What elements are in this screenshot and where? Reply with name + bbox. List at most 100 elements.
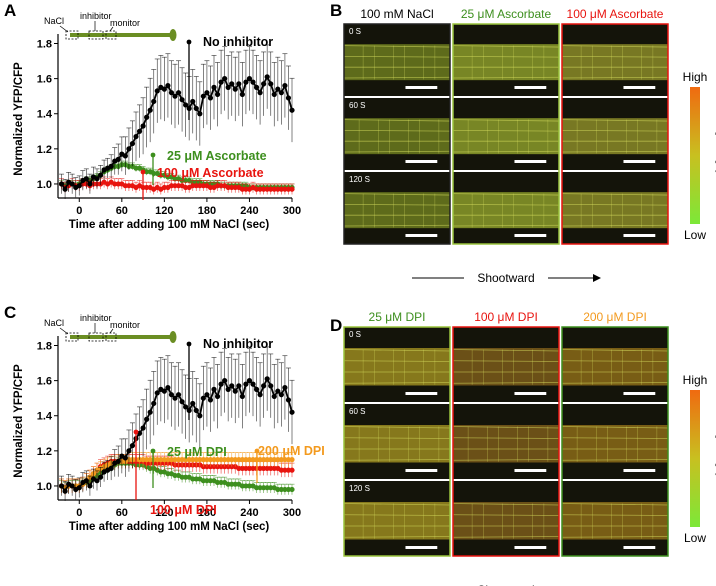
- annotation-label: 25 μM Ascorbate: [167, 149, 267, 163]
- cell-wall: [561, 193, 669, 196]
- x-axis-label: Time after adding 100 mM NaCl (sec): [69, 521, 270, 533]
- cell-wall: [343, 382, 451, 384]
- data-point: [87, 181, 93, 187]
- annotation: 200 μM DPI: [254, 444, 325, 483]
- root-tissue: [344, 348, 450, 386]
- x-tick-label: 0: [76, 205, 82, 217]
- schematic-label-nacl: NaCl: [44, 16, 64, 26]
- data-point: [147, 107, 153, 113]
- data-point: [246, 76, 253, 82]
- cell-wall: [343, 459, 451, 461]
- cell-wall: [452, 130, 560, 132]
- schematic-leader-monitor: [109, 328, 114, 334]
- cell-wall: [452, 536, 560, 538]
- root-tissue: [344, 44, 450, 81]
- data-point: [239, 91, 245, 98]
- cell-wall: [452, 459, 560, 461]
- data-point: [207, 397, 214, 403]
- root-tissue: [453, 44, 559, 81]
- data-point: [268, 81, 274, 87]
- column-frame: [561, 23, 669, 245]
- scale-low-label: Low: [684, 531, 706, 545]
- data-point: [225, 386, 231, 392]
- root-tip: [169, 331, 177, 343]
- data-point: [232, 388, 238, 394]
- data-point: [129, 140, 136, 147]
- scale-bar: [623, 392, 656, 395]
- data-point: [115, 156, 121, 162]
- schematic-label-inhibitor: inhibitor: [80, 313, 112, 323]
- image-column-3: [561, 23, 669, 245]
- data-point: [165, 385, 171, 391]
- scale-bar: [623, 546, 656, 549]
- annotation-marker: [254, 448, 260, 454]
- data-point: [250, 381, 256, 387]
- data-point: [289, 409, 295, 415]
- cell-wall: [452, 514, 560, 516]
- annotation: No inhibitor: [186, 35, 273, 120]
- cell-wall: [452, 437, 560, 439]
- time-stamp: 60 S: [349, 407, 365, 416]
- color-scale-bar: [690, 87, 700, 224]
- data-point: [154, 88, 160, 94]
- data-point: [289, 457, 295, 463]
- data-point: [214, 393, 221, 400]
- data-point: [58, 181, 65, 187]
- cell-wall: [452, 224, 560, 227]
- data-point: [207, 95, 214, 101]
- micrograph: [452, 24, 560, 96]
- cell-wall: [561, 503, 669, 506]
- series-no-inhibitor: [58, 346, 295, 502]
- data-point: [168, 392, 175, 398]
- x-tick-label: 180: [198, 205, 216, 217]
- y-tick-label: 1.2: [37, 144, 52, 156]
- cell-wall: [561, 224, 669, 227]
- y-tick-label: 1.2: [37, 446, 52, 458]
- schematic-box-1: [65, 30, 79, 40]
- data-point: [179, 399, 185, 405]
- data-point: [140, 123, 146, 129]
- schematic-leader-monitor: [109, 26, 114, 32]
- x-tick-label: 120: [155, 205, 173, 217]
- y-tick-label: 1.4: [37, 109, 53, 121]
- cell-wall: [343, 360, 451, 362]
- data-point: [58, 483, 65, 489]
- cell-wall: [452, 193, 560, 196]
- data-point: [197, 413, 203, 419]
- annotation: 25 μM DPI: [150, 445, 227, 488]
- data-point: [108, 163, 114, 169]
- column-header: 100 μM DPI: [474, 310, 538, 324]
- schematic-label-monitor: monitor: [110, 18, 140, 28]
- data-point: [165, 83, 171, 89]
- micrograph: [452, 172, 560, 244]
- cell-wall: [343, 514, 451, 516]
- annotation-marker: [186, 341, 192, 347]
- cell-wall: [343, 426, 451, 429]
- data-point: [253, 386, 260, 392]
- y-tick-label: 1.0: [37, 179, 52, 191]
- cell-wall: [343, 193, 451, 196]
- column-frame: [452, 326, 560, 557]
- annotation: 100 μM Ascorbate: [140, 166, 264, 200]
- root-tissue: [562, 348, 668, 386]
- data-point: [108, 465, 114, 471]
- column-frame: [452, 23, 560, 245]
- data-point: [183, 404, 189, 410]
- micrograph: [561, 24, 669, 96]
- x-axis-label: Time after adding 100 mM NaCl (sec): [69, 219, 270, 231]
- annotation-label: 25 μM DPI: [167, 445, 227, 459]
- data-point: [222, 378, 228, 384]
- scale-bar: [514, 234, 547, 237]
- data-point: [278, 90, 284, 96]
- data-point: [264, 74, 270, 80]
- data-point: [126, 146, 132, 152]
- column-frame: [343, 23, 451, 245]
- micrograph: 60 S: [343, 98, 451, 170]
- arrow-label: Shootward: [477, 271, 534, 285]
- data-point: [69, 483, 75, 489]
- data-point: [172, 395, 178, 401]
- data-point: [161, 388, 167, 394]
- micrograph: 0 S: [343, 327, 451, 402]
